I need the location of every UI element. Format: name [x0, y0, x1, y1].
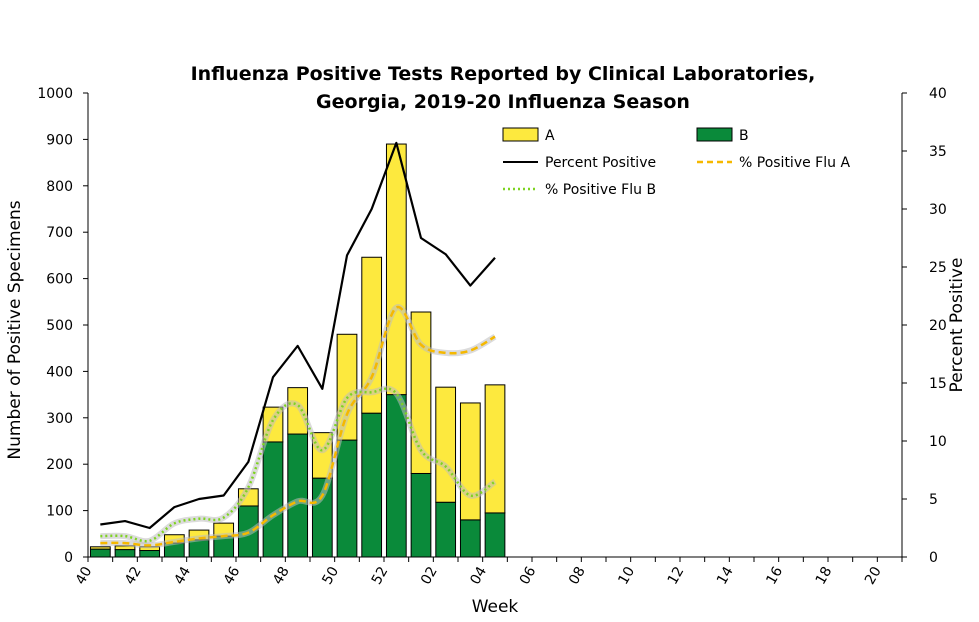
y2-tick-label: 30: [929, 202, 947, 218]
y-tick-label: 500: [46, 318, 73, 334]
line-flu-a: [100, 306, 496, 547]
x-tick-label: 14: [714, 564, 737, 588]
y-tick-label: 300: [46, 411, 73, 427]
line-group: [100, 141, 497, 549]
legend-label-b: B: [739, 128, 749, 144]
x-tick-label: 04: [467, 564, 490, 588]
bar-b-42: [139, 550, 161, 558]
legend-swatch-a: [502, 127, 539, 142]
y2-tick-label: 25: [929, 260, 947, 276]
bar-a-40: [89, 546, 111, 550]
bar-b-48: [287, 433, 309, 558]
bar-b-52: [385, 394, 407, 558]
x-tick-label: 40: [73, 564, 96, 587]
bar-a-48: [287, 387, 309, 435]
y2-tick-label: 10: [929, 434, 947, 450]
x-tick-label: 48: [270, 564, 293, 587]
bar-b-40: [89, 548, 111, 558]
bar-b-03: [459, 519, 481, 558]
bar-a-02: [435, 386, 457, 503]
y2-tick-label: 15: [929, 376, 947, 392]
bar-b-47: [262, 441, 284, 558]
y2-tick-label: 5: [929, 492, 938, 508]
legend-label-flu-b: % Positive Flu B: [545, 182, 656, 198]
y-tick-label: 700: [46, 225, 73, 241]
legend-label-percent-positive: Percent Positive: [545, 155, 656, 171]
bar-a-50: [336, 333, 358, 441]
y-tick-label: 600: [46, 272, 73, 288]
x-tick-label: 20: [862, 564, 885, 587]
x-tick-label: 12: [665, 564, 688, 587]
y-tick-label: 400: [46, 364, 73, 380]
x-tick-label: 42: [122, 564, 145, 587]
chart-title-line-2: Georgia, 2019-20 Influenza Season: [316, 91, 690, 113]
chart-title-line-1: Influenza Positive Tests Reported by Cli…: [191, 63, 816, 85]
line-percent-positive: [100, 141, 496, 530]
x-tick-label: 10: [615, 564, 638, 587]
bar-b-51: [361, 412, 383, 558]
x-tick-label: 16: [763, 564, 786, 588]
bar-b-44: [188, 539, 210, 558]
bar-a-03: [459, 402, 481, 521]
bar-a-51: [361, 256, 383, 414]
bar-a-04: [484, 384, 506, 514]
legend-label-flu-a: % Positive Flu A: [739, 155, 850, 171]
bar-b-50: [336, 439, 358, 558]
y-tick-label: 200: [46, 457, 73, 473]
bar-a-52: [385, 143, 407, 396]
bar-b-04: [484, 512, 506, 558]
x-tick-label: 06: [517, 564, 540, 588]
legend-label-a: A: [545, 128, 555, 144]
y2-tick-label: 0: [929, 550, 938, 566]
y-tick-label: 800: [46, 179, 73, 195]
line-flu-b: [100, 387, 496, 543]
y-tick-label: 1000: [37, 86, 73, 102]
bar-b-02: [435, 501, 457, 558]
y-tick-label: 900: [46, 132, 73, 148]
y-tick-label: 100: [46, 504, 73, 520]
x-tick-label: 18: [813, 564, 836, 587]
x-tick-label: 46: [221, 564, 244, 588]
y-tick-label: 0: [64, 550, 73, 566]
y2-tick-label: 40: [929, 86, 947, 102]
y2-axis-label: Percent Positive: [947, 258, 967, 393]
tick-group: 0 100 200 300 400 500 600 700 800 900 1000 0 5 10 15 20…: [37, 86, 946, 587]
y2-tick-label: 35: [929, 144, 947, 160]
x-tick-label: 08: [566, 564, 589, 587]
x-tick-label: 02: [418, 564, 441, 587]
bar-b-41: [114, 549, 136, 558]
y2-tick-label: 20: [929, 318, 947, 334]
y-axis-label: Number of Positive Specimens: [5, 200, 25, 459]
x-tick-label: 50: [319, 564, 342, 587]
legend-swatch-b: [696, 127, 733, 142]
x-axis-label: Week: [472, 597, 519, 617]
bar-b-01: [410, 472, 432, 558]
x-tick-label: 44: [171, 564, 194, 588]
x-tick-label: 52: [369, 564, 392, 587]
legend: A B Percent Positive % Positive Flu A % …: [502, 127, 850, 198]
